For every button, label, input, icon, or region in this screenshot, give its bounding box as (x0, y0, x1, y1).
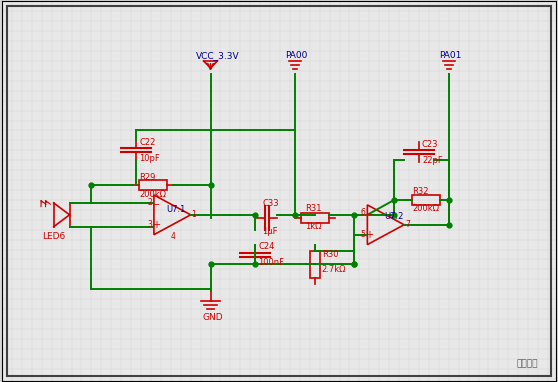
Text: VCC_3.3V: VCC_3.3V (196, 52, 239, 60)
Text: U7.2: U7.2 (384, 212, 403, 221)
Text: 200kΩ: 200kΩ (412, 204, 439, 214)
Text: 1kΩ: 1kΩ (305, 222, 321, 231)
Text: 22pF: 22pF (422, 156, 442, 165)
Bar (310, 251, 320, 278)
Text: 红外接收: 红外接收 (517, 360, 538, 369)
Text: U7.1: U7.1 (166, 206, 185, 214)
Text: R32: R32 (412, 186, 429, 196)
Text: PA00: PA00 (285, 52, 307, 60)
Text: −: − (365, 210, 373, 220)
Text: 10pF: 10pF (139, 154, 160, 163)
Text: 200kΩ: 200kΩ (139, 191, 166, 199)
Text: 6: 6 (360, 208, 365, 217)
Text: C23: C23 (422, 140, 439, 149)
Bar (139, 180, 167, 190)
Text: 1: 1 (191, 210, 196, 219)
Text: 5: 5 (360, 230, 365, 239)
Text: GND: GND (203, 312, 223, 322)
Text: R31: R31 (305, 204, 321, 214)
Text: 4: 4 (171, 232, 176, 241)
Text: 1μF: 1μF (262, 227, 278, 236)
Text: R29: R29 (139, 173, 155, 181)
Text: PA01: PA01 (439, 52, 461, 60)
Text: R30: R30 (322, 250, 338, 259)
Text: 100nF: 100nF (258, 258, 284, 267)
Text: C24: C24 (258, 242, 275, 251)
Text: 2.7kΩ: 2.7kΩ (322, 265, 346, 274)
Bar (412, 195, 440, 205)
Text: C22: C22 (139, 138, 155, 147)
Text: 2: 2 (147, 198, 152, 207)
Text: 3: 3 (147, 220, 152, 229)
Bar (301, 213, 329, 223)
Text: LED6: LED6 (42, 232, 65, 241)
Text: +: + (365, 230, 373, 240)
Text: −: − (152, 200, 160, 210)
Text: C33: C33 (262, 199, 279, 209)
Text: 7: 7 (405, 220, 410, 229)
Text: +: + (152, 220, 160, 230)
